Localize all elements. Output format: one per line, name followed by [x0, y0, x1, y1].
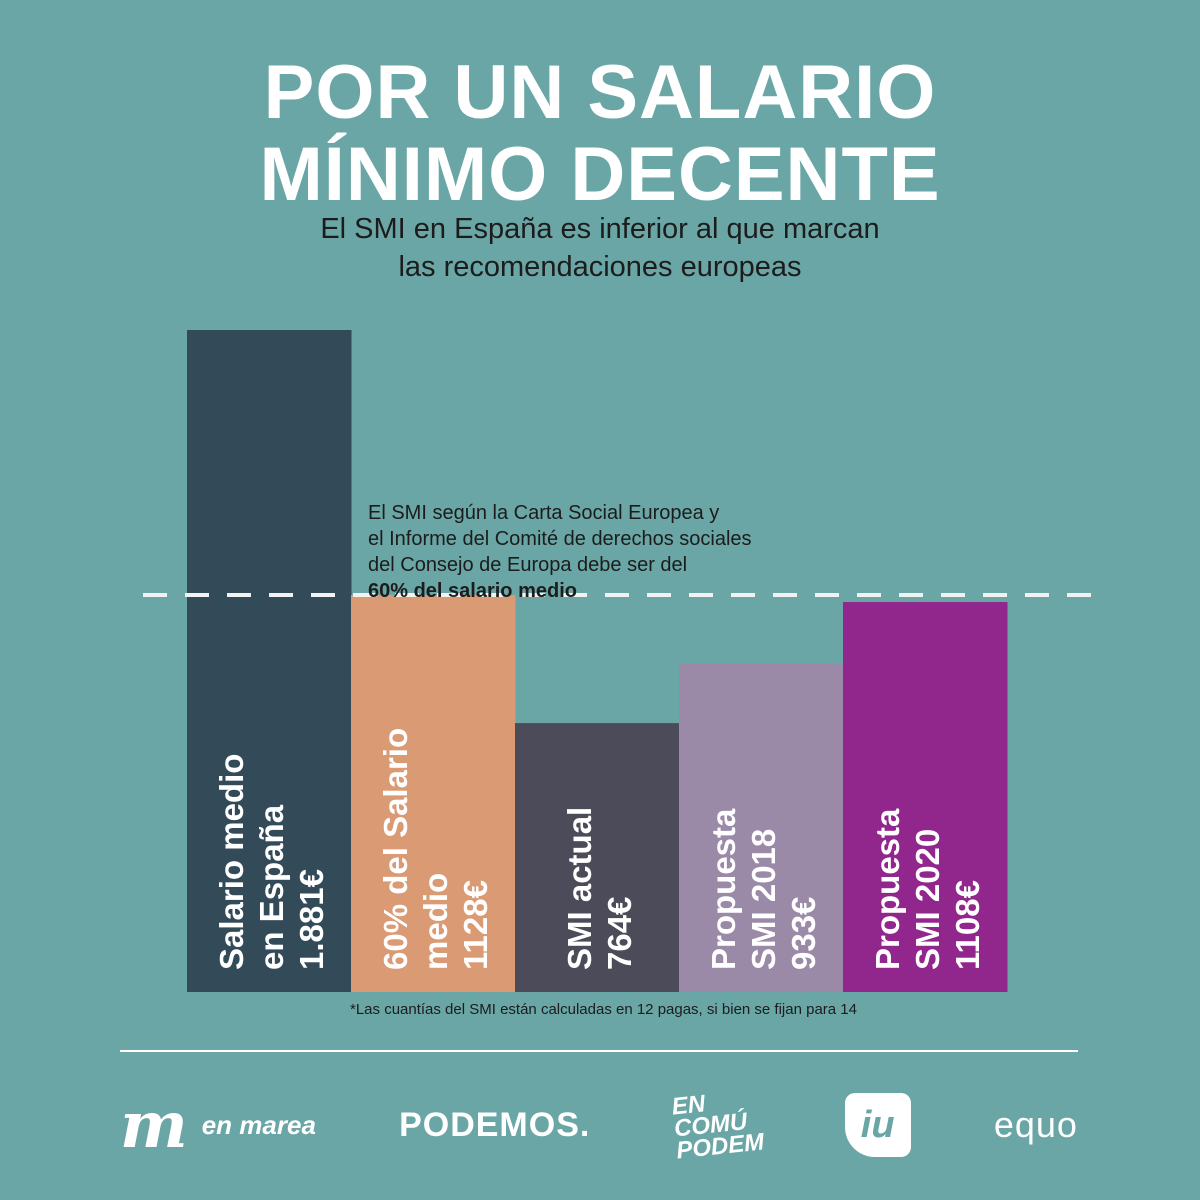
bar-4 [679, 663, 844, 992]
note-bold: 60% del salario medio [368, 580, 577, 602]
bar-3 [515, 723, 680, 992]
logo-en-marea: m en marea [120, 1088, 316, 1163]
bar-5-label-2: SMI 2020 [909, 829, 946, 970]
bar-3-label-1: SMI actual [561, 807, 598, 970]
party-logos: m en marea PODEMOS. EN COMÚ PODEM iu equ… [120, 1085, 1078, 1165]
logo-en-comu-podem: EN COMÚ PODEM [670, 1088, 765, 1165]
bar-1-label-2: en España [253, 804, 290, 970]
subtitle-line-1: El SMI en España es inferior al que marc… [320, 213, 880, 245]
logo-podemos: PODEMOS. [399, 1105, 591, 1144]
bar-5 [843, 602, 1008, 992]
bar-2 [351, 595, 516, 992]
logo-iu: iu [844, 1093, 911, 1157]
bar-4-label-3: 933€ [785, 897, 822, 970]
logo-equo: equo [993, 1104, 1078, 1145]
bar-5-label-3: 1108€ [949, 880, 986, 970]
note-line-3: del Consejo de Europa debe ser del [368, 554, 688, 576]
bar-2-label-2: medio [417, 873, 454, 970]
en-marea-icon: m [120, 1087, 188, 1163]
chart-title: POR UN SALARIO MÍNIMO DECENTE [0, 52, 1200, 216]
bar-1-label-3: 1.881€ [293, 869, 330, 970]
subtitle-line-2: las recomendaciones europeas [398, 251, 802, 283]
reference-note: El SMI según la Carta Social Europea y e… [368, 500, 928, 604]
note-line-2: el Informe del Comité de derechos social… [368, 528, 752, 550]
bar-1-label-1: Salario medio [213, 754, 250, 970]
footer-divider [120, 1050, 1078, 1052]
bar-3-label-2: 764€ [601, 897, 638, 970]
note-line-1: El SMI según la Carta Social Europea y [368, 502, 720, 524]
ecp-line-3: PODEM [674, 1128, 765, 1165]
title-line-1: POR UN SALARIO [263, 50, 937, 135]
bar-4-label-1: Propuesta [705, 808, 742, 970]
bar-5-label-1: Propuesta [869, 808, 906, 970]
bar-4-label-2: SMI 2018 [745, 829, 782, 970]
footnote: *Las cuantías del SMI están calculadas e… [350, 1001, 857, 1018]
en-marea-text: en marea [201, 1109, 316, 1140]
chart-subtitle: El SMI en España es inferior al que marc… [0, 210, 1200, 286]
title-line-2: MÍNIMO DECENTE [259, 132, 941, 217]
bar-1 [187, 330, 352, 992]
bar-2-label-1: 60% del Salario [377, 728, 414, 970]
bar-2-label-3: 1128€ [457, 880, 494, 970]
